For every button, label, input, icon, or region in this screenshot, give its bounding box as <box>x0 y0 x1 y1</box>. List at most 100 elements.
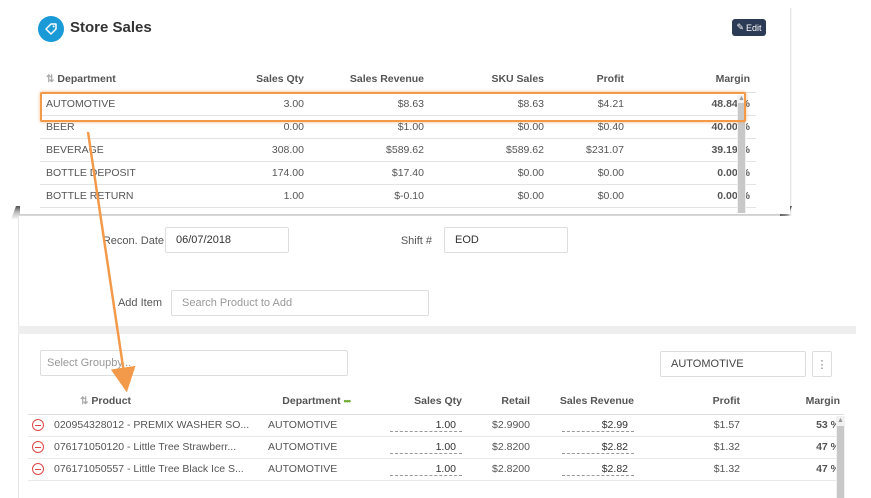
remove-circle-icon[interactable] <box>32 419 44 432</box>
column-header-profit[interactable]: Profit <box>638 388 744 415</box>
sales-qty-cell: 0.00 <box>230 115 310 139</box>
remove-circle-icon[interactable] <box>32 441 44 454</box>
table-row[interactable]: AUTOMOTIVE 3.00 $8.63 $8.63 $4.21 48.84 … <box>40 92 756 116</box>
recon-date-field[interactable] <box>165 227 289 253</box>
add-item-search-input[interactable] <box>171 290 429 316</box>
remove-column-header <box>28 388 50 415</box>
sales-qty-cell[interactable]: 1.00 <box>354 458 466 481</box>
column-header-department[interactable]: Department ••• <box>264 388 354 415</box>
department-cell: BOTTLE DEPOSIT <box>40 161 230 185</box>
sort-icon: ⇅ <box>46 73 55 85</box>
retail-cell: $2.8200 <box>466 436 534 459</box>
profit-cell: $0.40 <box>550 115 630 139</box>
column-header-product[interactable]: ⇅ Product <box>50 388 264 415</box>
sales-revenue-cell: $17.40 <box>310 161 430 185</box>
table-row[interactable]: BEVERAGE 308.00 $589.62 $589.62 $231.07 … <box>40 138 756 162</box>
table-row[interactable]: 020954328012 - PREMIX WASHER SO... AUTOM… <box>28 414 844 437</box>
table-row[interactable]: BEER 0.00 $1.00 $0.00 $0.40 40.00 % <box>40 115 756 139</box>
product-cell: 020954328012 - PREMIX WASHER SO... <box>50 414 264 437</box>
sku-sales-cell: $8.63 <box>430 92 550 116</box>
column-header-department[interactable]: ⇅ Department <box>40 66 230 93</box>
remove-cell <box>28 458 50 481</box>
sales-revenue-input[interactable]: $2.82 <box>562 463 634 476</box>
table-row[interactable]: 076171050120 - Little Tree Strawberr... … <box>28 436 844 459</box>
sku-sales-cell: $0.00 <box>430 115 550 139</box>
sales-qty-input[interactable]: 1.00 <box>390 419 462 432</box>
product-cell: 076171050120 - Little Tree Strawberr... <box>50 436 264 459</box>
department-cell: BEER <box>40 115 230 139</box>
sku-sales-cell: $0.00 <box>430 161 550 185</box>
sales-qty-input[interactable]: 1.00 <box>390 441 462 454</box>
margin-cell: 53 % <box>744 414 844 437</box>
column-header-margin[interactable]: Margin <box>630 66 756 93</box>
department-cell: BOTTLE RETURN <box>40 184 230 208</box>
scroll-up-icon[interactable]: ▲ <box>837 417 844 424</box>
department-filter-select[interactable]: AUTOMOTIVE <box>660 351 806 377</box>
edit-button-label: Edit <box>746 22 762 33</box>
sales-qty-input[interactable]: 1.00 <box>390 463 462 476</box>
profit-cell: $1.32 <box>638 458 744 481</box>
column-header-sales-revenue[interactable]: Sales Revenue <box>310 66 430 93</box>
profit-cell: $0.00 <box>550 184 630 208</box>
column-options-icon[interactable]: ••• <box>343 395 352 406</box>
shift-field[interactable] <box>444 227 568 253</box>
add-item-label: Add Item <box>117 297 162 309</box>
scrollbar-thumb[interactable] <box>837 426 844 498</box>
sku-sales-cell: $589.62 <box>430 138 550 162</box>
profit-cell: $231.07 <box>550 138 630 162</box>
sales-qty-cell: 308.00 <box>230 138 310 162</box>
sort-icon: ⇅ <box>80 395 89 407</box>
scroll-up-icon[interactable]: ▲ <box>738 95 745 102</box>
sales-revenue-input[interactable]: $2.99 <box>562 419 634 432</box>
scrollbar-thumb[interactable] <box>738 103 745 213</box>
sales-revenue-cell[interactable]: $2.99 <box>534 414 638 437</box>
sales-revenue-cell[interactable]: $2.82 <box>534 458 638 481</box>
margin-cell: 47 % <box>744 436 844 459</box>
sales-qty-cell: 1.00 <box>230 184 310 208</box>
store-sales-table: ⇅ Department Sales Qty Sales Revenue SKU … <box>40 66 756 208</box>
column-header-sales-revenue[interactable]: Sales Revenue <box>534 388 638 415</box>
store-sales-panel: Store Sales ✎ Edit ⇅ Department Sales Qty… <box>20 0 790 214</box>
column-header-profit[interactable]: Profit <box>550 66 630 93</box>
product-cell: 076171050557 - Little Tree Black Ice S..… <box>50 458 264 481</box>
sales-revenue-cell: $8.63 <box>310 92 430 116</box>
department-cell: AUTOMOTIVE <box>264 436 354 459</box>
department-cell: AUTOMOTIVE <box>264 458 354 481</box>
column-header-sales-qty[interactable]: Sales Qty <box>230 66 310 93</box>
recon-date-label: Recon. Date <box>102 235 164 247</box>
pencil-icon: ✎ <box>736 22 745 32</box>
margin-cell: 47 % <box>744 458 844 481</box>
profit-cell: $1.32 <box>638 436 744 459</box>
sales-qty-cell: 3.00 <box>230 92 310 116</box>
product-table-scrollbar[interactable]: ▲ <box>836 416 845 498</box>
sales-revenue-input[interactable]: $2.82 <box>562 441 634 454</box>
shift-label: Shift # <box>400 235 432 247</box>
retail-cell: $2.8200 <box>466 458 534 481</box>
table-row[interactable]: BOTTLE RETURN 1.00 $-0.10 $0.00 $0.00 0.… <box>40 184 756 208</box>
sales-qty-cell[interactable]: 1.00 <box>354 436 466 459</box>
groupby-select[interactable]: Select Groupby... <box>40 350 348 376</box>
vertical-dots-icon[interactable]: ⋮ <box>812 351 832 377</box>
edit-button[interactable]: ✎ Edit <box>732 19 766 36</box>
remove-circle-icon[interactable] <box>32 463 44 476</box>
sales-qty-cell[interactable]: 1.00 <box>354 414 466 437</box>
column-header-sku-sales[interactable]: SKU Sales <box>430 66 550 93</box>
table-row[interactable]: BOTTLE DEPOSIT 174.00 $17.40 $0.00 $0.00… <box>40 161 756 185</box>
table-scrollbar[interactable]: ▲ <box>737 95 746 213</box>
column-header-retail[interactable]: Retail <box>466 388 534 415</box>
column-header-margin[interactable]: Margin <box>744 388 844 415</box>
page-title: Store Sales <box>70 19 152 36</box>
remove-cell <box>28 436 50 459</box>
sales-revenue-cell: $-0.10 <box>310 184 430 208</box>
department-cell: BEVERAGE <box>40 138 230 162</box>
sales-revenue-cell: $589.62 <box>310 138 430 162</box>
column-header-sales-qty[interactable]: Sales Qty <box>354 388 466 415</box>
department-cell: AUTOMOTIVE <box>264 414 354 437</box>
sales-revenue-cell[interactable]: $2.82 <box>534 436 638 459</box>
table-header-row: ⇅ Product Department ••• Sales Qty Retail… <box>28 388 844 415</box>
table-row[interactable]: 076171050557 - Little Tree Black Ice S..… <box>28 458 844 481</box>
sales-qty-cell: 174.00 <box>230 161 310 185</box>
tag-icon <box>38 16 64 42</box>
section-divider <box>18 326 856 334</box>
retail-cell: $2.9900 <box>466 414 534 437</box>
